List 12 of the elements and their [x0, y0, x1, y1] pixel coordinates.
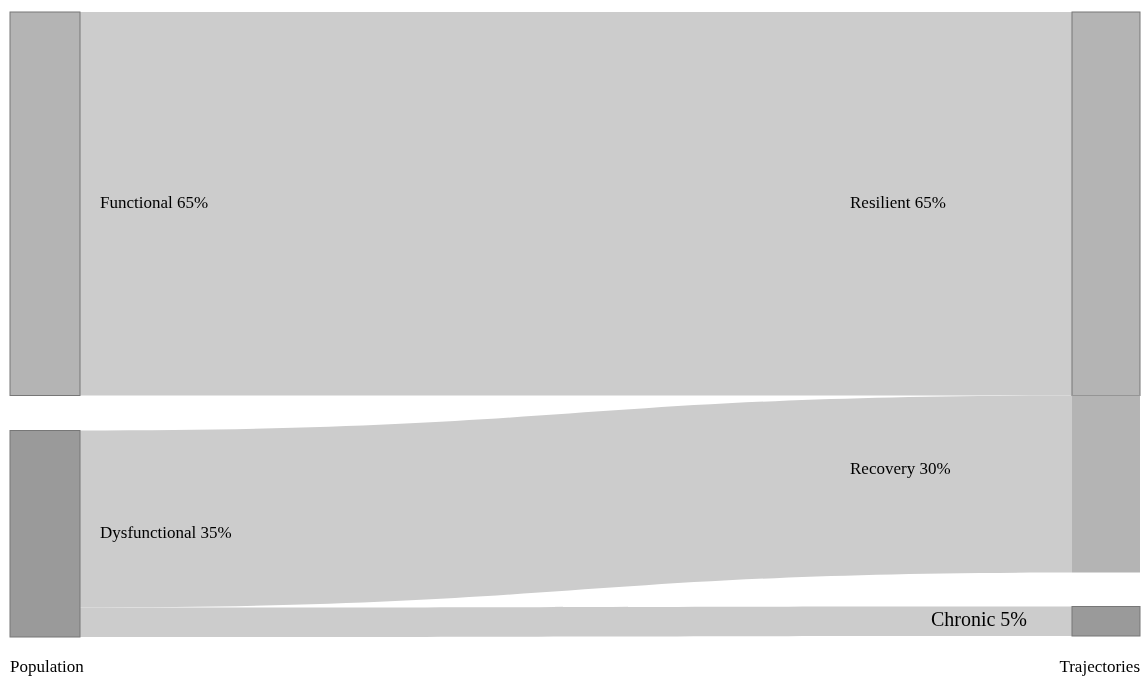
category-label: Dysfunctional	[100, 522, 197, 542]
data-label: 5%	[1000, 607, 1027, 630]
data-label: 35%	[200, 522, 232, 542]
data-label: 65%	[914, 192, 946, 212]
text: Population	[10, 656, 85, 676]
data-label: 30%	[919, 458, 951, 478]
text: Trajectories	[1059, 656, 1140, 676]
category-label: Resilient	[850, 192, 911, 212]
category-label: Chronic	[930, 607, 996, 630]
category-label: Functional	[100, 192, 173, 212]
data-label: 65%	[176, 192, 209, 212]
category-label: Recovery	[850, 458, 916, 478]
